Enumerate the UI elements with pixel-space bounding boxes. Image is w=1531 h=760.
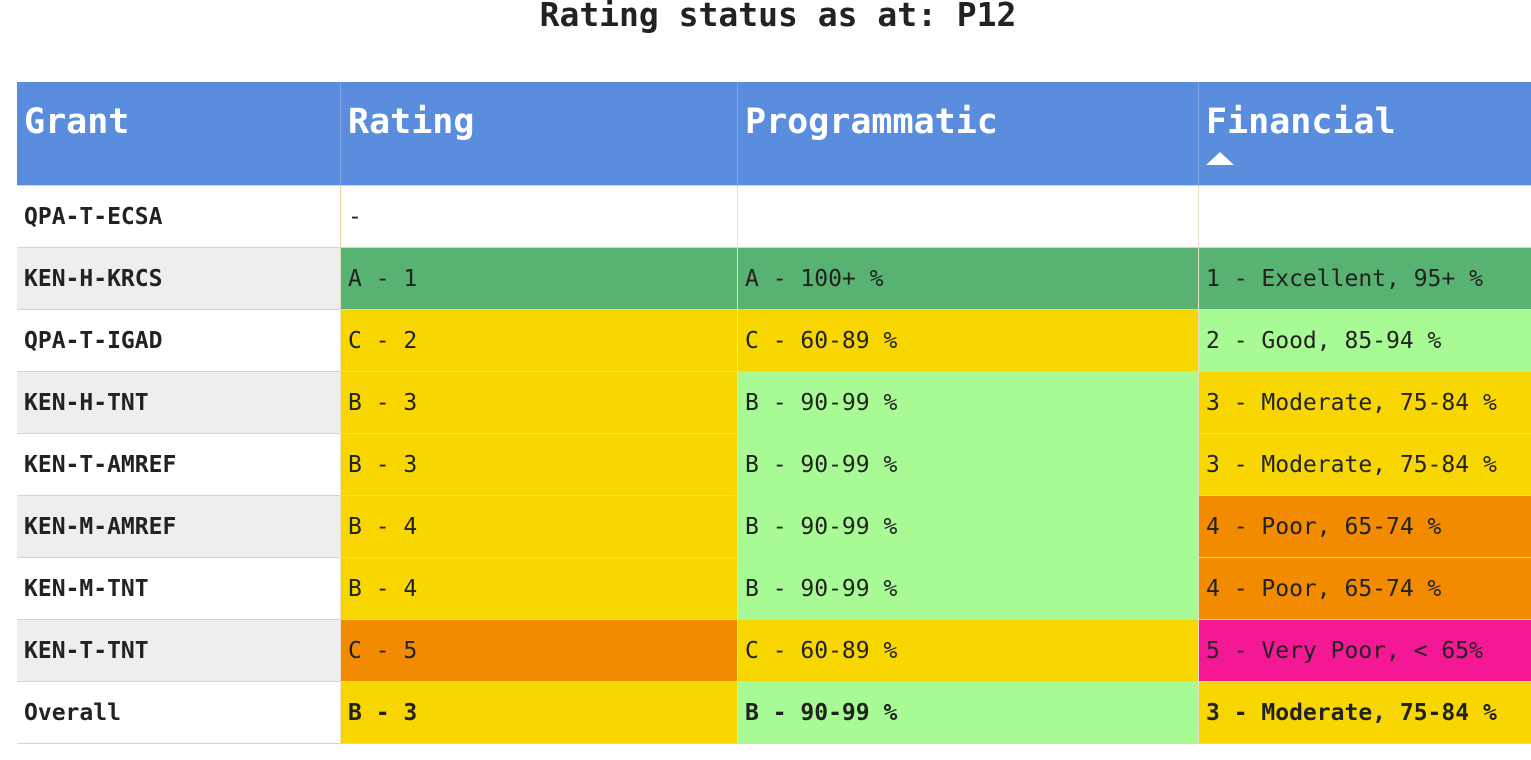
cell-grant: KEN-M-TNT [17, 558, 340, 620]
cell-financial [1198, 186, 1531, 248]
cell-financial: 3 - Moderate, 75-84 % [1198, 434, 1531, 496]
cell-grant: QPA-T-IGAD [17, 310, 340, 372]
column-header-programmatic[interactable]: Programmatic [737, 82, 1198, 186]
cell-financial: 4 - Poor, 65-74 % [1198, 496, 1531, 558]
cell-rating: - [340, 186, 737, 248]
cell-grant: Overall [17, 682, 340, 744]
cell-rating: C - 2 [340, 310, 737, 372]
cell-grant: KEN-T-AMREF [17, 434, 340, 496]
cell-programmatic: A - 100+ % [737, 248, 1198, 310]
column-header-label: Programmatic [745, 102, 998, 142]
cell-grant: QPA-T-ECSA [17, 186, 340, 248]
cell-rating: B - 4 [340, 496, 737, 558]
page-title: Rating status as at: P12 [539, 0, 1017, 34]
cell-programmatic: B - 90-99 % [737, 434, 1198, 496]
cell-financial: 1 - Excellent, 95+ % [1198, 248, 1531, 310]
cell-programmatic: C - 60-89 % [737, 310, 1198, 372]
column-header-label: Grant [24, 102, 130, 142]
cell-rating: B - 3 [340, 372, 737, 434]
column-header-rating[interactable]: Rating [340, 82, 737, 186]
table-row[interactable]: QPA-T-ECSA - [17, 186, 1531, 248]
cell-programmatic: B - 90-99 % [737, 496, 1198, 558]
cell-financial: 3 - Moderate, 75-84 % [1198, 372, 1531, 434]
cell-programmatic [737, 186, 1198, 248]
column-header-label: Financial [1206, 102, 1396, 142]
sort-ascending-icon[interactable] [1206, 152, 1234, 165]
cell-rating: B - 3 [340, 434, 737, 496]
cell-grant: KEN-H-TNT [17, 372, 340, 434]
cell-programmatic: B - 90-99 % [737, 558, 1198, 620]
cell-rating: C - 5 [340, 620, 737, 682]
cell-grant: KEN-H-KRCS [17, 248, 340, 310]
cell-rating: B - 4 [340, 558, 737, 620]
column-header-grant[interactable]: Grant [17, 82, 340, 186]
cell-financial: 4 - Poor, 65-74 % [1198, 558, 1531, 620]
cell-programmatic: B - 90-99 % [737, 372, 1198, 434]
table-header-row: Grant Rating Programmatic Financial [17, 82, 1531, 186]
cell-financial: 5 - Very Poor, < 65% [1198, 620, 1531, 682]
cell-rating: B - 3 [340, 682, 737, 744]
cell-grant: KEN-T-TNT [17, 620, 340, 682]
cell-financial: 3 - Moderate, 75-84 % [1198, 682, 1531, 744]
cell-programmatic: B - 90-99 % [737, 682, 1198, 744]
cell-programmatic: C - 60-89 % [737, 620, 1198, 682]
column-header-label: Rating [348, 102, 475, 142]
cell-rating: A - 1 [340, 248, 737, 310]
column-header-financial[interactable]: Financial [1198, 82, 1531, 186]
cell-grant: KEN-M-AMREF [17, 496, 340, 558]
cell-financial: 2 - Good, 85-94 % [1198, 310, 1531, 372]
rating-table: Grant Rating Programmatic Financial QPA-… [17, 82, 1531, 744]
